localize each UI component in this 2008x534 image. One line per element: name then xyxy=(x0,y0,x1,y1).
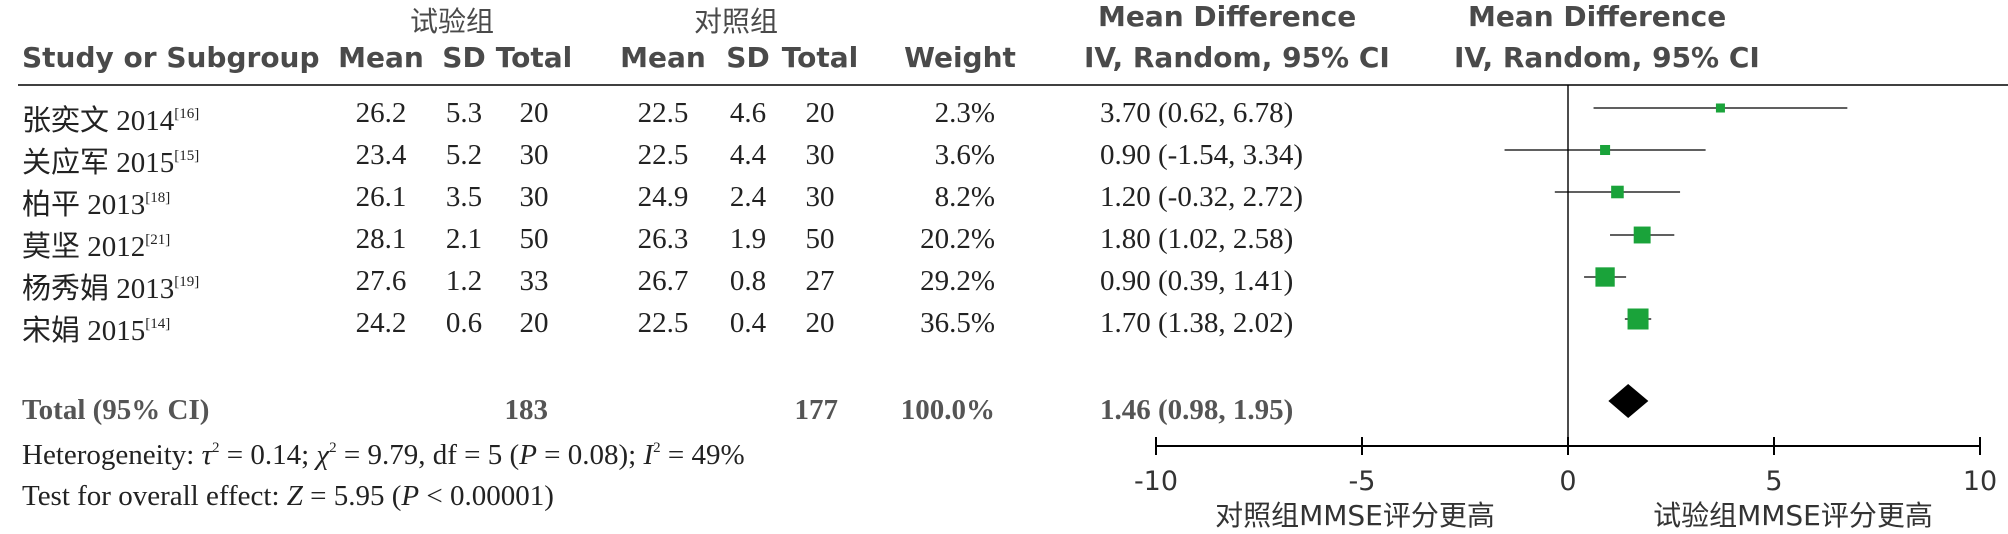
reference-superscript: [16] xyxy=(174,106,200,122)
exp-mean-cell: 28.1 xyxy=(355,223,407,255)
plot-column-title: Mean Difference xyxy=(1468,0,1727,33)
total-weight: 100.0% xyxy=(900,394,995,426)
exp-mean-cell: 26.1 xyxy=(355,181,407,213)
exp-total-cell: 50 xyxy=(519,223,549,255)
weight-cell: 2.3% xyxy=(934,97,995,129)
weight-cell: 3.6% xyxy=(934,139,995,171)
exp-total-header: Total xyxy=(495,41,573,74)
exp-mean-header: Mean xyxy=(338,41,424,74)
ci-cell: 1.70 (1.38, 2.02) xyxy=(1100,307,1294,339)
reference-superscript: [21] xyxy=(145,232,171,248)
x-tick-label: 0 xyxy=(1559,466,1576,497)
weight-header: Weight xyxy=(904,41,1016,74)
total-label: Total (95% CI) xyxy=(22,394,210,426)
weight-cell: 20.2% xyxy=(920,223,995,255)
exp-sd-cell: 5.2 xyxy=(445,139,483,171)
ctl-total-cell: 50 xyxy=(805,223,835,255)
pooled-diamond xyxy=(1608,384,1649,418)
md-column-title: Mean Difference xyxy=(1098,0,1357,33)
study-name: 柏平 2013[18] xyxy=(22,189,171,221)
md-method-header: IV, Random, 95% CI xyxy=(1084,41,1390,74)
study-marker xyxy=(1715,103,1725,113)
total-ci: 1.46 (0.98, 1.95) xyxy=(1100,394,1294,426)
x-tick-label: -10 xyxy=(1134,466,1178,497)
ctl-mean-cell: 26.7 xyxy=(637,265,689,297)
ctl-mean-cell: 22.5 xyxy=(637,307,689,339)
ctl-mean-cell: 22.5 xyxy=(637,139,689,171)
experimental-group-header: 试验组 xyxy=(410,5,495,38)
exp-sd-cell: 3.5 xyxy=(445,181,483,213)
ctl-sd-cell: 4.6 xyxy=(729,97,767,129)
exp-mean-cell: 24.2 xyxy=(355,307,407,339)
plot-method-header: IV, Random, 95% CI xyxy=(1454,41,1760,74)
study-marker xyxy=(1633,226,1651,244)
exp-sd-cell: 5.3 xyxy=(445,97,483,129)
ctl-mean-cell: 24.9 xyxy=(637,181,689,213)
exp-mean-cell: 27.6 xyxy=(355,265,407,297)
favours-experimental-label: 试验组MMSE评分更高 xyxy=(1653,499,1933,532)
reference-superscript: [15] xyxy=(174,148,200,164)
ci-cell: 0.90 (0.39, 1.41) xyxy=(1100,265,1294,297)
ctl-sd-cell: 4.4 xyxy=(729,139,767,171)
ctl-sd-cell: 0.8 xyxy=(729,265,767,297)
ctl-total-cell: 27 xyxy=(805,265,835,297)
x-tick-label: -5 xyxy=(1349,466,1376,497)
study-name: 杨秀娟 2013[19] xyxy=(22,273,200,305)
heterogeneity-stats: Heterogeneity: τ2 = 0.14; χ2 = 9.79, df … xyxy=(22,439,745,471)
reference-superscript: [18] xyxy=(145,190,171,206)
ctl-sd-cell: 0.4 xyxy=(729,307,767,339)
ctl-sd-header: SD xyxy=(726,41,770,74)
favours-control-label: 对照组MMSE评分更高 xyxy=(1215,499,1495,532)
weight-cell: 29.2% xyxy=(920,265,995,297)
ctl-mean-header: Mean xyxy=(620,41,706,74)
exp-total-cell: 30 xyxy=(519,139,549,171)
study-marker xyxy=(1627,308,1649,330)
ci-cell: 1.20 (-0.32, 2.72) xyxy=(1100,181,1303,213)
ctl-sd-cell: 1.9 xyxy=(729,223,767,255)
weight-cell: 8.2% xyxy=(934,181,995,213)
exp-sd-cell: 1.2 xyxy=(445,265,483,297)
ctl-total-header: Total xyxy=(781,41,859,74)
reference-superscript: [19] xyxy=(174,274,200,290)
ctl-total-cell: 20 xyxy=(805,97,835,129)
study-marker xyxy=(1600,144,1611,156)
weight-cell: 36.5% xyxy=(920,307,995,339)
ctl-mean-cell: 26.3 xyxy=(637,223,689,255)
exp-sd-cell: 2.1 xyxy=(445,223,483,255)
control-group-header: 对照组 xyxy=(694,5,779,38)
study-marker xyxy=(1611,185,1624,199)
total-ctl-n: 177 xyxy=(794,394,839,426)
exp-sd-cell: 0.6 xyxy=(445,307,483,339)
study-name: 关应军 2015[15] xyxy=(22,147,200,179)
ctl-total-cell: 30 xyxy=(805,139,835,171)
exp-total-cell: 20 xyxy=(519,97,549,129)
study-name: 张奕文 2014[16] xyxy=(22,105,200,137)
study-marker xyxy=(1595,267,1615,287)
study-name: 莫坚 2012[21] xyxy=(22,231,171,263)
ctl-sd-cell: 2.4 xyxy=(729,181,767,213)
exp-total-cell: 20 xyxy=(519,307,549,339)
ci-cell: 0.90 (-1.54, 3.34) xyxy=(1100,139,1303,171)
study-column-header: Study or Subgroup xyxy=(22,41,320,74)
x-tick-label: 10 xyxy=(1963,466,1997,497)
ci-cell: 3.70 (0.62, 6.78) xyxy=(1100,97,1294,129)
exp-mean-cell: 23.4 xyxy=(355,139,407,171)
x-tick-label: 5 xyxy=(1765,466,1782,497)
ctl-total-cell: 30 xyxy=(805,181,835,213)
reference-superscript: [14] xyxy=(145,316,171,332)
overall-effect-test: Test for overall effect: Z = 5.95 (P < 0… xyxy=(22,480,554,512)
exp-sd-header: SD xyxy=(442,41,486,74)
exp-total-cell: 33 xyxy=(519,265,549,297)
study-name: 宋娟 2015[14] xyxy=(22,315,171,347)
ctl-mean-cell: 22.5 xyxy=(637,97,689,129)
exp-mean-cell: 26.2 xyxy=(355,97,407,129)
ctl-total-cell: 20 xyxy=(805,307,835,339)
exp-total-cell: 30 xyxy=(519,181,549,213)
ci-cell: 1.80 (1.02, 2.58) xyxy=(1100,223,1294,255)
total-exp-n: 183 xyxy=(504,394,549,426)
